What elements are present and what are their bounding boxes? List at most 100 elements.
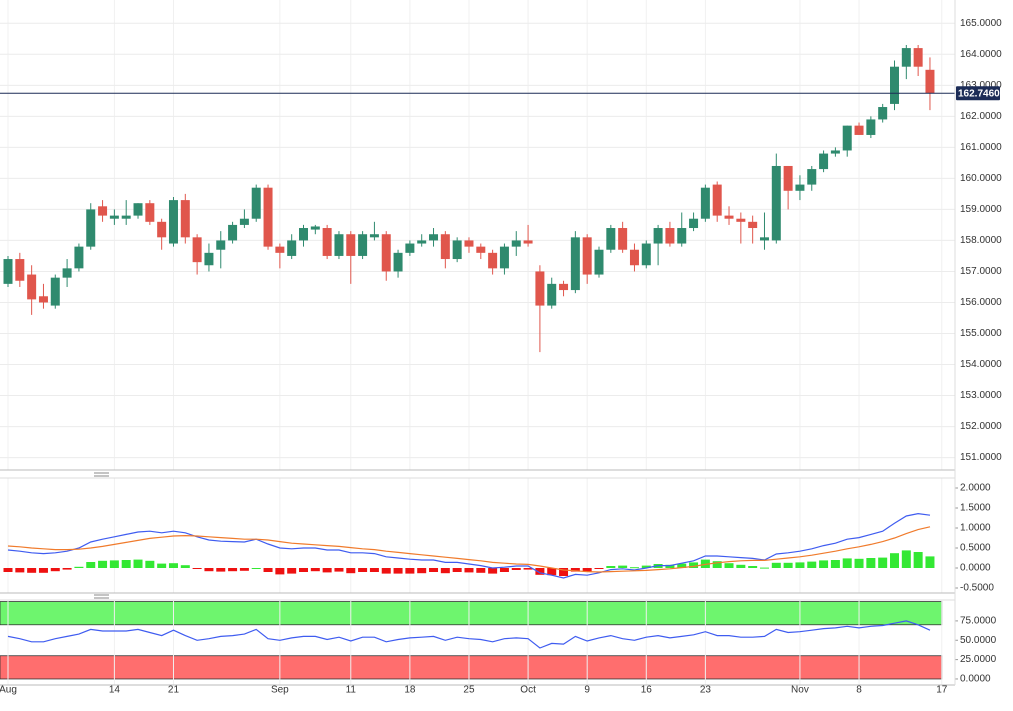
histogram-bar [15,568,25,573]
histogram-bar [925,556,935,568]
candle-body [854,125,864,135]
candle-body [157,221,167,238]
candle-body [878,107,888,120]
candle-body [334,234,344,256]
candle-body [405,243,415,253]
candle-body [310,226,320,230]
last-price-label: 162.7460 [958,88,1000,99]
histogram-bar [239,568,249,571]
candle-body [700,187,710,219]
candle-body [901,48,911,67]
histogram-bar [358,568,368,572]
plot: 151.0000 152.0000 153.0000 154.0000 155.0000… [0,0,1002,685]
histogram-bar [452,568,462,572]
candle-body [145,203,155,222]
candle-body [216,240,226,250]
y-tick-label: 160.0000 [960,173,1002,184]
y-tick-label: 2.0000 [960,483,991,494]
histogram-bar [417,568,427,574]
candle-body [535,271,545,306]
histogram-bar [98,560,108,568]
candle-body [228,224,238,241]
candle-body [913,48,923,67]
x-tick-label: 25 [463,685,475,696]
candle-body [287,240,297,256]
candle-body [452,240,462,260]
histogram-bar [759,567,769,569]
histogram-bar [665,564,675,568]
y-tick-label: 25.0000 [960,654,997,665]
candle-body [440,234,450,260]
candle-body [771,165,781,241]
candle-body [712,184,722,216]
histogram-bar [559,568,569,576]
histogram-bar [547,568,557,576]
candle-body [429,234,439,241]
y-tick-label: 152.0000 [960,421,1002,432]
candle-body [795,184,805,191]
histogram-bar [263,568,273,572]
candle-body [133,203,143,216]
histogram-bar [38,568,48,573]
candle-body [641,243,651,266]
histogram-bar [890,553,899,568]
candle-body [322,228,332,256]
y-tick-label: 159.0000 [960,204,1002,215]
candle-body [629,249,639,266]
candle-body [393,252,403,272]
y-tick-label: 158.0000 [960,235,1002,246]
histogram-bar [381,568,391,574]
histogram-bar [168,563,178,568]
x-tick-label: 21 [168,685,180,696]
candle-body [263,187,273,247]
histogram-bar [523,568,533,570]
candle-body [677,228,687,244]
indicator-line [7,620,931,649]
histogram-bar [275,568,285,575]
indicator-line [7,512,931,579]
y-tick-label: 0.0000 [960,674,991,685]
histogram-bar [228,568,238,572]
histogram-bar [830,560,840,568]
histogram-bar [866,558,876,568]
candle-body [488,252,498,269]
candle-body [98,206,108,216]
candle-body [3,259,13,284]
x-tick-label: 9 [584,685,590,696]
candle-body [866,119,876,135]
histogram-bar [842,558,852,568]
histogram-bar [121,560,131,568]
histogram-bar [819,560,829,568]
y-tick-label: 0.5000 [960,543,991,554]
y-tick-label: 161.0000 [960,142,1002,153]
histogram-bar [346,568,356,574]
candle-body [109,215,119,219]
candle-body [582,237,592,275]
candle-body [618,228,628,250]
x-tick-label: Nov [791,685,809,696]
candle-body [121,215,131,219]
y-tick-label: 1.5000 [960,503,991,514]
candle-body [369,234,379,238]
histogram-bar [618,565,628,568]
histogram-bar [133,559,143,568]
histogram-bar [901,550,911,568]
histogram-bar [157,563,167,568]
y-tick-label: 151.0000 [960,452,1002,463]
last-price-box [956,86,1000,101]
resize-handle[interactable] [94,594,109,599]
candle-body [499,246,509,269]
candle-body [594,249,604,275]
y-tick-label: 157.0000 [960,266,1002,277]
candle-body [689,218,699,229]
y-tick-label: 0.0000 [960,563,991,574]
histogram-bar [299,568,308,572]
candle-body [417,240,427,244]
histogram-bar [594,568,604,569]
histogram-bar [405,568,415,574]
histogram-bar [913,552,923,568]
candle-body [807,169,817,185]
candle-body [464,240,474,247]
resize-handle[interactable] [94,472,109,477]
candle-body [890,66,899,104]
